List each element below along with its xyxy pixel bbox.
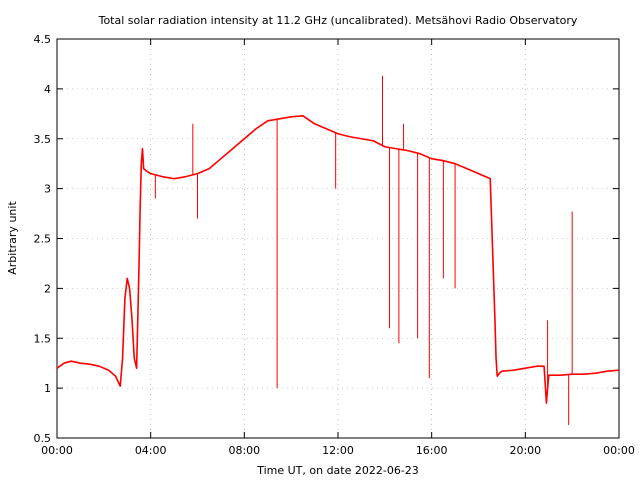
x-tick-label: 20:00 <box>509 444 541 457</box>
x-tick-label: 00:00 <box>41 444 73 457</box>
x-tick-label: 04:00 <box>135 444 167 457</box>
y-tick-label: 2.5 <box>34 233 52 246</box>
y-tick-label: 3 <box>44 183 51 196</box>
grid <box>57 39 619 438</box>
x-tick-label: 16:00 <box>416 444 448 457</box>
y-tick-label: 4.5 <box>34 33 52 46</box>
x-tick-label: 08:00 <box>228 444 260 457</box>
series-line <box>56 115 620 404</box>
chart-title: Total solar radiation intensity at 11.2 … <box>98 14 578 27</box>
y-tick-label: 3.5 <box>34 133 52 146</box>
x-axis-label: Time UT, on date 2022-06-23 <box>256 464 419 477</box>
y-tick-label: 1 <box>44 382 51 395</box>
y-tick-label: 4 <box>44 83 51 96</box>
y-axis-label: Arbitrary unit <box>6 201 19 275</box>
series-group <box>56 75 620 426</box>
y-ticks: 0.5 1 1.5 2 2.5 3 3.5 4 4.5 <box>34 33 619 445</box>
y-tick-label: 0.5 <box>34 432 52 445</box>
y-tick-label: 1.5 <box>34 332 52 345</box>
x-tick-label: 00:00 <box>603 444 635 457</box>
y-tick-label: 2 <box>44 282 51 295</box>
x-ticks: 00:00 04:00 08:00 12:00 16:00 20:00 00:00 <box>41 39 635 457</box>
x-tick-label: 12:00 <box>322 444 354 457</box>
